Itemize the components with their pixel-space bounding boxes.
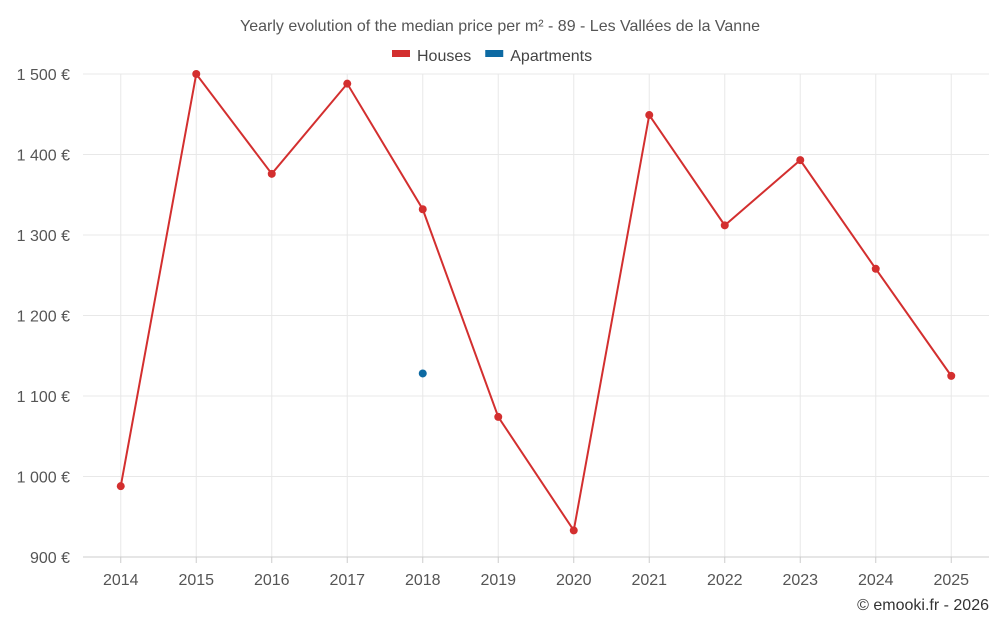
legend-swatch-apartments[interactable] [485,50,504,57]
legend-label-houses[interactable]: Houses [417,48,471,65]
x-tick-label: 2024 [858,572,894,589]
houses-point[interactable] [569,526,578,535]
y-tick-label: 1 500 € [17,67,70,84]
houses-point[interactable] [192,70,201,78]
x-tick-label: 2022 [707,572,743,589]
y-tick-label: 1 200 € [17,309,70,326]
y-tick-label: 900 € [30,550,70,567]
x-tick-label: 2019 [480,572,516,589]
apartments-point[interactable] [418,369,427,378]
houses-point[interactable] [267,169,276,178]
houses-point[interactable] [116,482,125,491]
legend: Houses Apartments [392,48,592,65]
x-tick-label: 2021 [631,572,667,589]
legend-label-apartments[interactable]: Apartments [510,48,592,65]
x-tick-label: 2018 [405,572,441,589]
houses-point[interactable] [796,156,805,165]
y-tick-label: 1 100 € [17,389,70,406]
houses-line [119,71,953,534]
x-tick-label: 2014 [103,572,139,589]
y-tick-label: 1 400 € [17,148,70,165]
legend-swatch-houses[interactable] [392,50,410,57]
houses-point[interactable] [494,412,503,421]
houses-point[interactable] [720,221,729,230]
credit-text: © emooki.fr - 2026 [857,597,989,614]
houses-point[interactable] [343,79,352,88]
x-tick-label: 2015 [178,572,214,589]
x-tick-label: 2017 [329,572,365,589]
x-tick-label: 2016 [254,572,290,589]
houses-point[interactable] [645,111,654,120]
chart-title: Yearly evolution of the median price per… [240,18,760,35]
series [116,70,956,535]
houses-point[interactable] [418,205,427,214]
x-tick-label: 2023 [782,572,818,589]
grid [83,73,989,558]
x-tick-label: 2025 [933,572,969,589]
x-tick-label: 2020 [556,572,592,589]
y-tick-label: 1 300 € [17,228,70,245]
y-tick-label: 1 000 € [17,470,70,487]
axes: 900 € 1 000 € 1 100 € 1 200 € 1 300 € 1 400 €… [17,67,989,589]
houses-point[interactable] [871,264,880,273]
houses-point[interactable] [947,371,956,380]
